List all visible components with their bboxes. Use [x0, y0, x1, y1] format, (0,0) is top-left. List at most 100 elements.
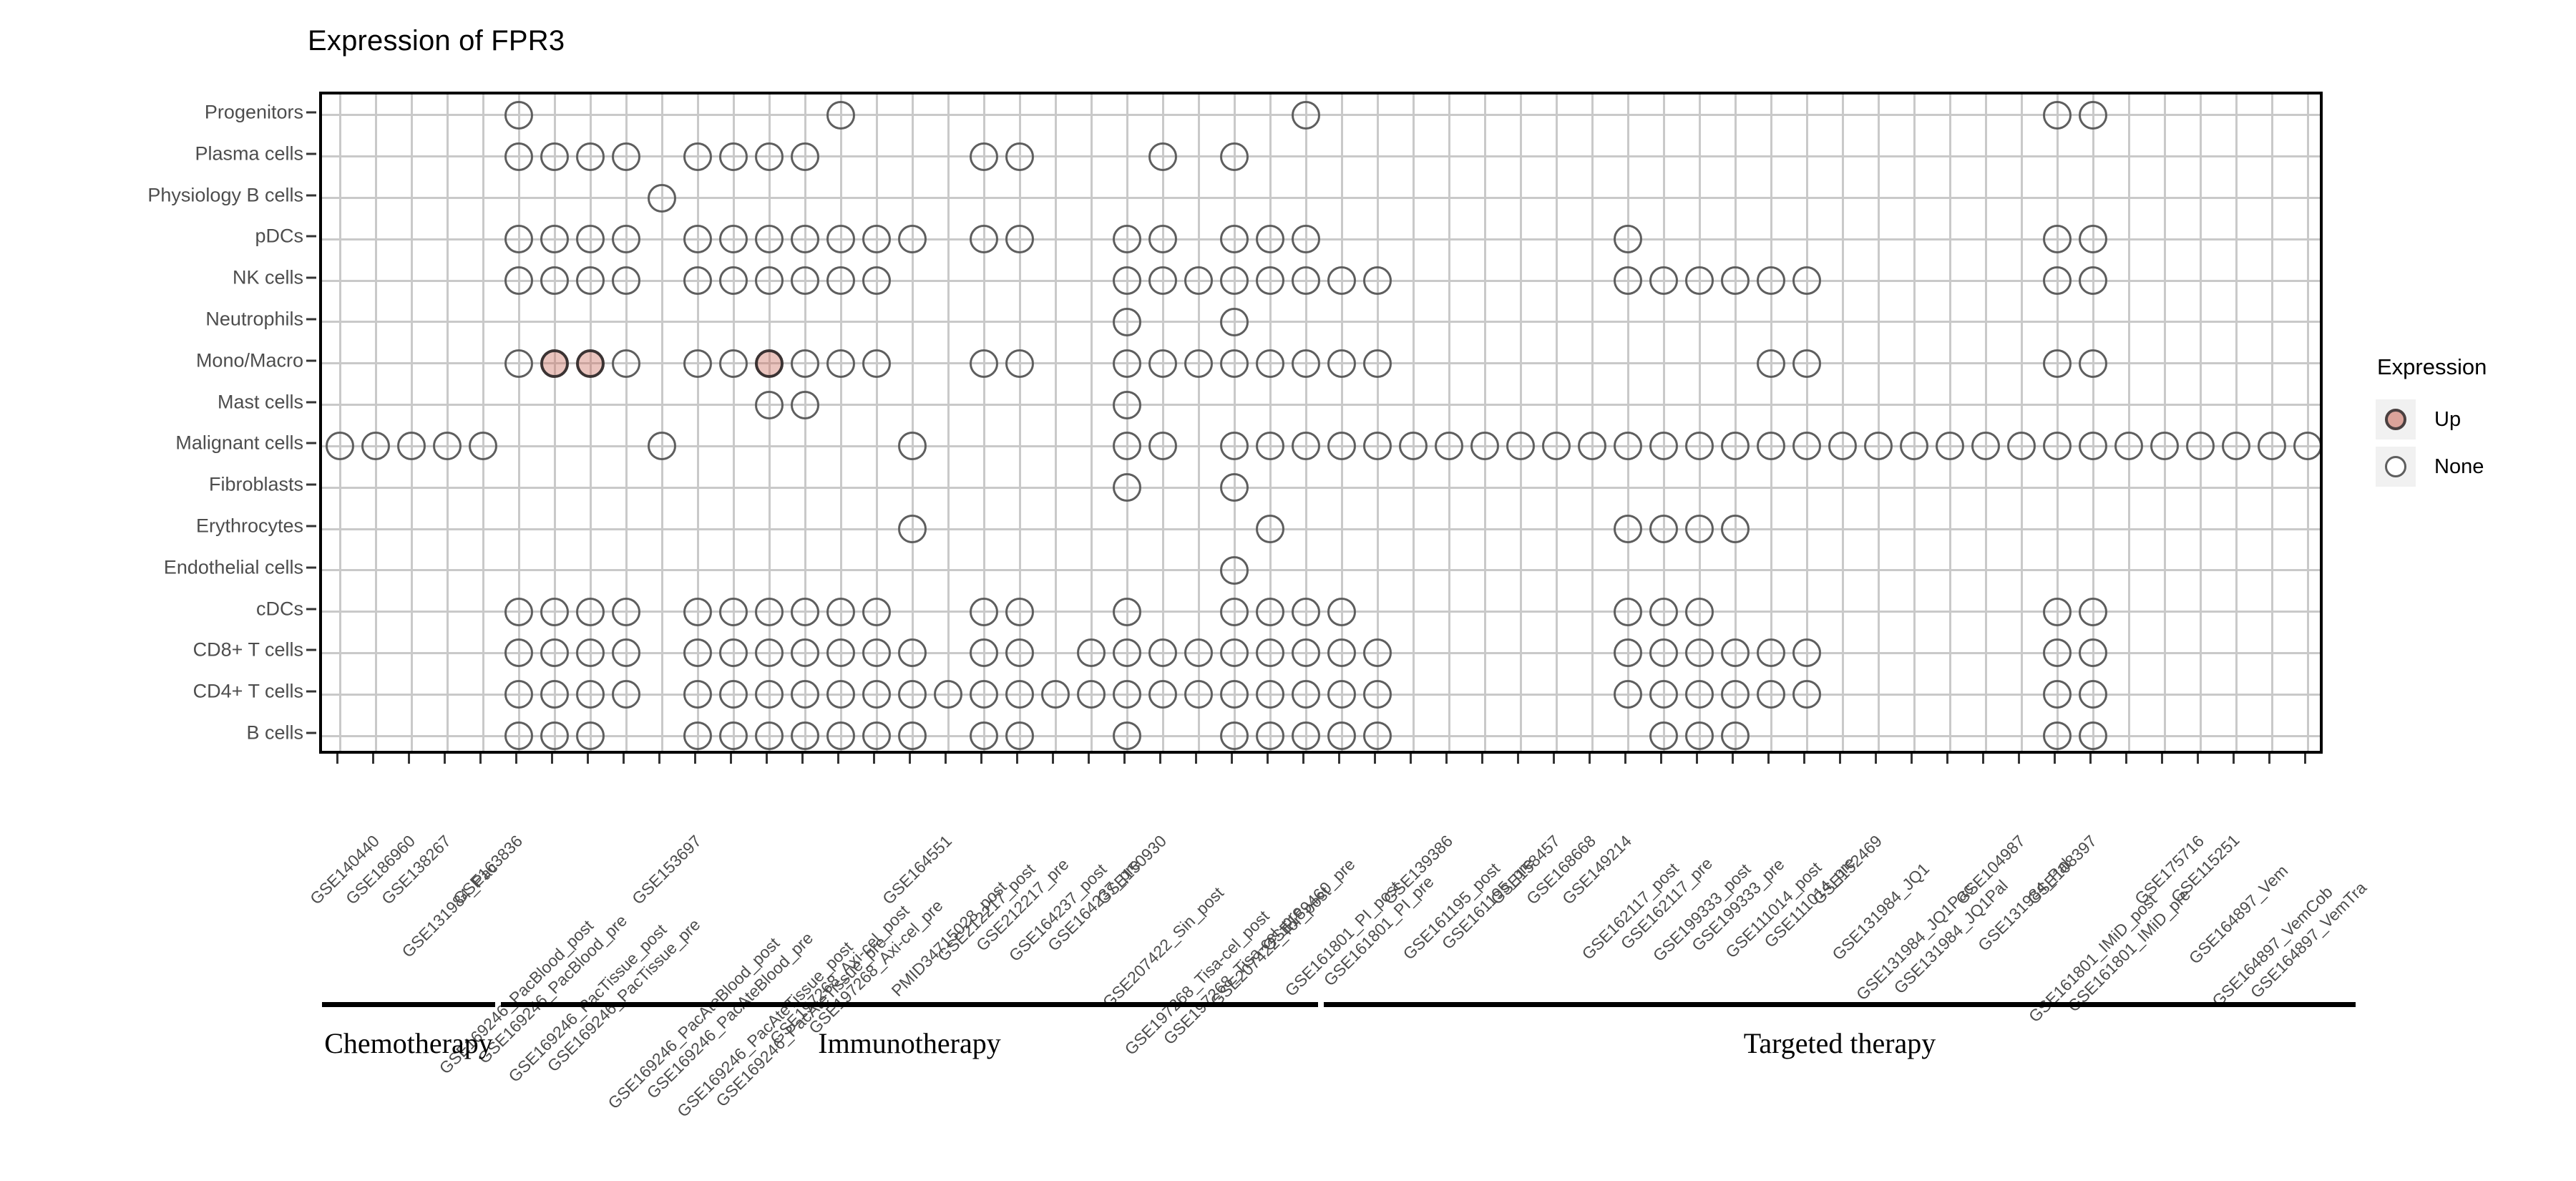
expression-point-none[interactable]: [540, 638, 569, 668]
expression-point-none[interactable]: [755, 721, 784, 751]
expression-point-none[interactable]: [1148, 638, 1177, 668]
expression-point-none[interactable]: [2043, 721, 2072, 751]
expression-point-none[interactable]: [862, 638, 891, 668]
expression-point-none[interactable]: [755, 597, 784, 626]
expression-point-none[interactable]: [2007, 432, 2036, 461]
expression-point-none[interactable]: [2186, 432, 2215, 461]
expression-point-none[interactable]: [1148, 266, 1177, 296]
expression-point-none[interactable]: [1256, 349, 1284, 378]
expression-point-none[interactable]: [1900, 432, 1928, 461]
expression-point-none[interactable]: [1721, 266, 1750, 296]
expression-point-none[interactable]: [1220, 473, 1249, 502]
expression-point-none[interactable]: [791, 638, 819, 668]
expression-point-none[interactable]: [1757, 266, 1785, 296]
expression-point-none[interactable]: [1363, 638, 1392, 668]
expression-point-none[interactable]: [1649, 515, 1678, 544]
expression-point-none[interactable]: [1005, 349, 1034, 378]
expression-point-none[interactable]: [1184, 266, 1213, 296]
expression-point-none[interactable]: [2079, 432, 2107, 461]
expression-point-none[interactable]: [1220, 680, 1249, 709]
expression-point-none[interactable]: [1113, 349, 1141, 378]
expression-point-none[interactable]: [898, 721, 927, 751]
expression-point-none[interactable]: [1721, 721, 1750, 751]
expression-point-none[interactable]: [2043, 100, 2072, 130]
expression-point-none[interactable]: [1757, 432, 1785, 461]
expression-point-none[interactable]: [1470, 432, 1499, 461]
expression-point-none[interactable]: [1327, 638, 1356, 668]
expression-point-up[interactable]: [540, 349, 569, 378]
expression-point-none[interactable]: [612, 266, 640, 296]
expression-point-none[interactable]: [2079, 100, 2107, 130]
expression-point-none[interactable]: [504, 142, 533, 171]
expression-point-none[interactable]: [791, 680, 819, 709]
expression-point-none[interactable]: [504, 349, 533, 378]
expression-point-none[interactable]: [1685, 721, 1714, 751]
expression-point-none[interactable]: [1757, 638, 1785, 668]
expression-point-none[interactable]: [970, 349, 998, 378]
expression-point-none[interactable]: [1005, 225, 1034, 254]
expression-point-none[interactable]: [862, 225, 891, 254]
expression-point-none[interactable]: [1077, 638, 1106, 668]
legend-item[interactable]: None: [2376, 443, 2562, 490]
expression-point-none[interactable]: [898, 638, 927, 668]
expression-point-none[interactable]: [540, 225, 569, 254]
expression-point-none[interactable]: [2079, 638, 2107, 668]
expression-point-none[interactable]: [576, 638, 605, 668]
expression-point-none[interactable]: [1685, 597, 1714, 626]
expression-point-none[interactable]: [1256, 680, 1284, 709]
expression-point-none[interactable]: [862, 680, 891, 709]
expression-point-none[interactable]: [1614, 680, 1642, 709]
expression-point-none[interactable]: [1256, 721, 1284, 751]
expression-point-none[interactable]: [1113, 390, 1141, 419]
expression-point-none[interactable]: [826, 225, 855, 254]
expression-point-none[interactable]: [504, 225, 533, 254]
expression-point-none[interactable]: [719, 225, 748, 254]
expression-point-none[interactable]: [1113, 680, 1141, 709]
expression-point-none[interactable]: [1363, 266, 1392, 296]
expression-point-none[interactable]: [970, 721, 998, 751]
expression-point-none[interactable]: [1005, 721, 1034, 751]
expression-point-none[interactable]: [1220, 307, 1249, 336]
expression-point-none[interactable]: [1649, 432, 1678, 461]
expression-point-none[interactable]: [1721, 638, 1750, 668]
expression-point-none[interactable]: [1327, 721, 1356, 751]
expression-point-none[interactable]: [826, 349, 855, 378]
expression-point-none[interactable]: [1220, 432, 1249, 461]
expression-point-none[interactable]: [540, 266, 569, 296]
expression-point-none[interactable]: [1399, 432, 1428, 461]
expression-point-none[interactable]: [1614, 266, 1642, 296]
expression-point-none[interactable]: [1292, 100, 1320, 130]
expression-point-none[interactable]: [1792, 266, 1821, 296]
expression-point-none[interactable]: [540, 721, 569, 751]
expression-point-none[interactable]: [755, 680, 784, 709]
expression-point-up[interactable]: [755, 349, 784, 378]
expression-point-none[interactable]: [719, 680, 748, 709]
expression-point-none[interactable]: [1256, 225, 1284, 254]
expression-point-none[interactable]: [1792, 680, 1821, 709]
expression-point-none[interactable]: [1792, 432, 1821, 461]
expression-point-none[interactable]: [970, 638, 998, 668]
expression-point-none[interactable]: [1614, 597, 1642, 626]
expression-point-none[interactable]: [540, 142, 569, 171]
expression-point-none[interactable]: [1792, 349, 1821, 378]
expression-point-none[interactable]: [504, 597, 533, 626]
expression-point-none[interactable]: [719, 638, 748, 668]
expression-point-up[interactable]: [576, 349, 605, 378]
expression-point-none[interactable]: [576, 597, 605, 626]
expression-point-none[interactable]: [898, 680, 927, 709]
expression-point-none[interactable]: [2043, 349, 2072, 378]
expression-point-none[interactable]: [1363, 349, 1392, 378]
expression-point-none[interactable]: [1757, 349, 1785, 378]
expression-point-none[interactable]: [1148, 142, 1177, 171]
expression-point-none[interactable]: [791, 225, 819, 254]
expression-point-none[interactable]: [504, 721, 533, 751]
expression-point-none[interactable]: [612, 597, 640, 626]
expression-point-none[interactable]: [791, 390, 819, 419]
expression-point-none[interactable]: [1005, 680, 1034, 709]
expression-point-none[interactable]: [1256, 432, 1284, 461]
expression-point-none[interactable]: [1971, 432, 2000, 461]
expression-point-none[interactable]: [898, 432, 927, 461]
expression-point-none[interactable]: [826, 266, 855, 296]
expression-point-none[interactable]: [576, 680, 605, 709]
expression-point-none[interactable]: [1005, 638, 1034, 668]
